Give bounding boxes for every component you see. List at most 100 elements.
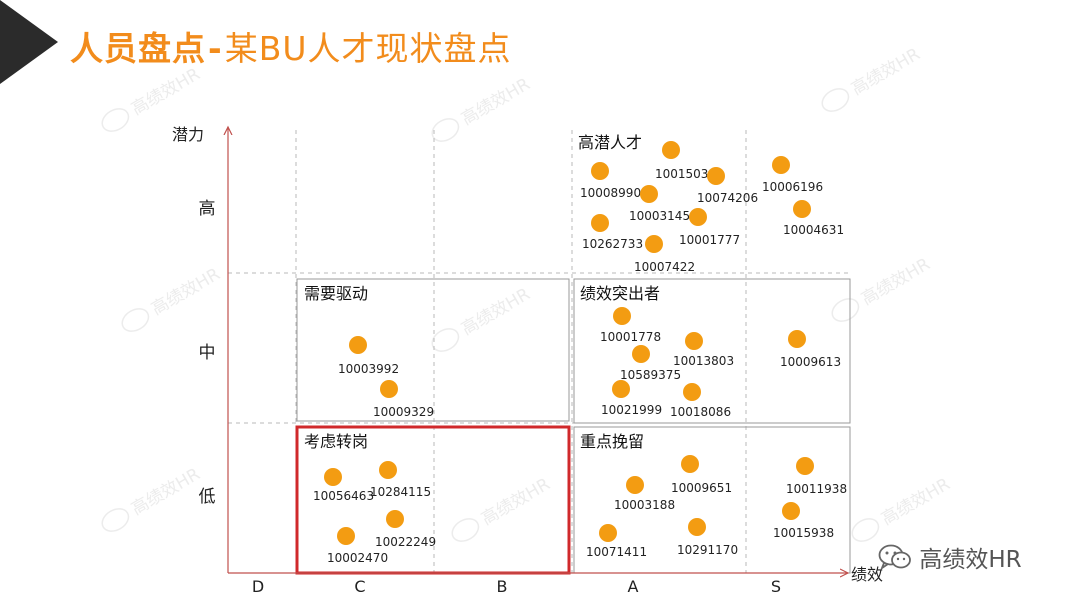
watermark: 高绩效HR (451, 474, 554, 542)
employee-id-label: 10007422 (634, 260, 695, 274)
employee-dot (640, 185, 658, 203)
employee-dot (632, 345, 650, 363)
zone-label: 考虑转岗 (304, 432, 368, 451)
watermark: 高绩效HR (821, 44, 924, 112)
watermark: 高绩效HR (431, 74, 534, 142)
employee-dot (683, 383, 701, 401)
employee-dot (788, 330, 806, 348)
employee-id-label: 10022249 (375, 535, 436, 549)
employee-dot (349, 336, 367, 354)
x-axis-label: 绩效 (851, 565, 883, 584)
svg-text:高绩效HR: 高绩效HR (478, 474, 554, 529)
employee-id-label: 10008990 (580, 186, 641, 200)
x-tick-label: B (497, 577, 508, 596)
y-tick-label: 高 (199, 199, 216, 219)
employee-dot (613, 307, 631, 325)
employee-dot (681, 455, 699, 473)
x-tick-label: C (354, 577, 365, 596)
employee-dot (612, 380, 630, 398)
svg-text:高绩效HR: 高绩效HR (458, 74, 534, 129)
page-title: 人员盘点-某BU人才现状盘点 (70, 22, 512, 70)
employee-id-label: 10006196 (762, 180, 823, 194)
watermark: 高绩效HR (431, 284, 534, 352)
title-bar: 人员盘点-某BU人才现状盘点 (0, 0, 1080, 90)
brand-name: 高绩效HR (919, 547, 1022, 573)
employee-dot (599, 524, 617, 542)
svg-text:高绩效HR: 高绩效HR (878, 474, 954, 529)
y-axis-label: 潜力 (172, 125, 204, 144)
employee-id-label: 10262733 (582, 237, 643, 251)
wechat-icon (878, 544, 911, 571)
employee-dot (591, 162, 609, 180)
employee-dot (379, 461, 397, 479)
svg-text:高绩效HR: 高绩效HR (858, 254, 934, 309)
x-tick-label: A (628, 577, 639, 596)
zone-label: 重点挽留 (580, 432, 644, 451)
watermark-layer: 高绩效HR 高绩效HR 高绩效HR 高绩效HR 高绩效HR 高绩效HR 高绩效HR 高绩效HR… (101, 44, 954, 542)
employee-id-label: 10004631 (783, 223, 844, 237)
employee-id-label: 10003145 (629, 209, 690, 223)
svg-text:高绩效HR: 高绩效HR (458, 284, 534, 339)
employee-dot (685, 332, 703, 350)
y-tick-label: 中 (199, 343, 216, 363)
employee-id-label: 1001503 (655, 167, 708, 181)
svg-text:高绩效HR: 高绩效HR (848, 44, 924, 99)
zone-label: 需要驱动 (304, 284, 368, 303)
svg-text:高绩效HR: 高绩效HR (128, 464, 204, 519)
y-tick-label: 低 (199, 487, 216, 507)
axes (228, 127, 848, 573)
employee-id-label: 10009651 (671, 481, 732, 495)
watermark: 高绩效HR (101, 464, 204, 532)
employee-dot (796, 457, 814, 475)
employee-id-label: 10074206 (697, 191, 758, 205)
employee-id-label: 10013803 (673, 354, 734, 368)
employee-id-label: 10284115 (370, 485, 431, 499)
zone-label: 高潜人才 (578, 133, 642, 152)
employee-dot (386, 510, 404, 528)
employee-dot (707, 167, 725, 185)
employee-dot (782, 502, 800, 520)
employee-id-label: 10015938 (773, 526, 834, 540)
employee-id-label: 10003992 (338, 362, 399, 376)
employee-dot (645, 235, 663, 253)
employee-dot (380, 380, 398, 398)
employee-id-label: 10589375 (620, 368, 681, 382)
employee-dot (793, 200, 811, 218)
title-sub: 某BU人才现状盘点 (224, 29, 512, 68)
employee-dot (688, 518, 706, 536)
employee-id-label: 10056463 (313, 489, 374, 503)
employee-dot (772, 156, 790, 174)
employee-dots: 1001503 10008990 10074206 10006196 10003145 1… (313, 141, 847, 565)
employee-id-label: 10018086 (670, 405, 731, 419)
employee-id-label: 10011938 (786, 482, 847, 496)
watermark: 高绩效HR (831, 254, 934, 322)
title-main: 人员盘点 (70, 29, 206, 68)
zone-boxes (295, 278, 851, 575)
x-tick-label: S (771, 577, 781, 596)
employee-dot (337, 527, 355, 545)
title-arrow-icon (0, 0, 58, 84)
employee-id-label: 10009613 (780, 355, 841, 369)
employee-dot (662, 141, 680, 159)
employee-dot (626, 476, 644, 494)
employee-id-label: 10071411 (586, 545, 647, 559)
employee-id-label: 10001778 (600, 330, 661, 344)
employee-dot (591, 214, 609, 232)
watermark: 高绩效HR (121, 264, 224, 332)
svg-text:高绩效HR: 高绩效HR (148, 264, 224, 319)
svg-text:高绩效HR: 高绩效HR (128, 64, 204, 119)
employee-id-label: 10009329 (373, 405, 434, 419)
employee-id-label: 10021999 (601, 403, 662, 417)
zone-label: 绩效突出者 (580, 284, 660, 303)
employee-id-label: 10291170 (677, 543, 738, 557)
brand: 高绩效HR (878, 540, 1022, 574)
y-ticks: 高中低 (199, 199, 216, 507)
employee-id-label: 10003188 (614, 498, 675, 512)
employee-dot (324, 468, 342, 486)
title-dash: - (208, 29, 223, 68)
employee-dot (689, 208, 707, 226)
employee-id-label: 10002470 (327, 551, 388, 565)
